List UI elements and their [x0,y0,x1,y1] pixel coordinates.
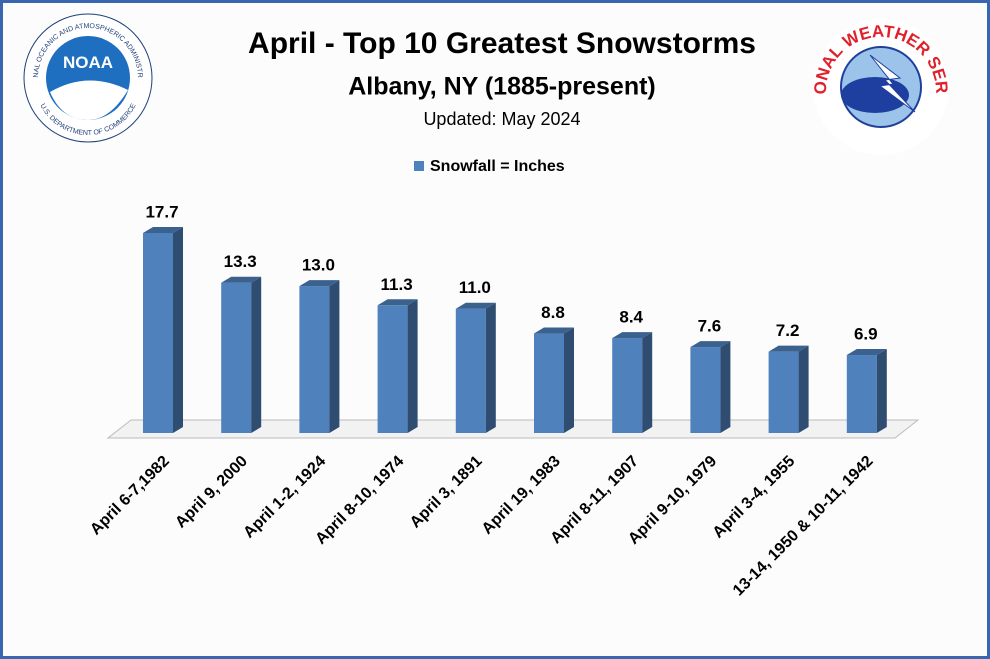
bar [768,345,809,433]
data-label: 13.0 [302,256,335,275]
bar-top [690,341,731,348]
bar-front [612,338,643,433]
bar-top [768,345,809,352]
legend-label: Snowfall = Inches [430,158,565,175]
data-label: 11.0 [459,278,491,297]
bar-front [377,305,408,433]
bar [846,349,887,433]
data-label: 7.6 [698,317,722,336]
noaa-name: NOAA [63,53,113,72]
bar-top [534,327,574,334]
bar-front [534,333,564,433]
bar-top [377,299,418,306]
bar [612,332,653,433]
bar-top [221,276,262,283]
bar-side [798,345,809,433]
chart-note: Updated: May 2024 [423,109,580,129]
bar [455,302,496,433]
bar-front [221,282,252,433]
data-label: 8.8 [541,303,565,322]
bar-side [251,276,262,433]
bar-side [485,302,496,433]
data-label: 13.3 [224,252,257,271]
bar-front [690,347,721,433]
data-label: 17.7 [145,202,178,221]
data-label: 11.3 [381,275,413,294]
bar [221,276,262,433]
data-label: 6.9 [854,325,878,344]
bar [534,327,574,433]
bar [690,341,731,433]
bar-side [720,341,731,433]
bar-top [143,226,183,233]
bar [299,280,340,433]
bar-side [407,299,418,433]
bar-top [612,332,653,339]
data-label: 8.4 [619,308,643,327]
chart-title: April - Top 10 Greatest Snowstorms [248,27,756,60]
chart-subtitle: Albany, NY (1885-present) [348,73,656,101]
bar-side [173,226,183,433]
bar-side [642,332,653,433]
bar-top [846,349,887,356]
bar-front [299,286,330,433]
bar-side [564,327,574,433]
bar-front [143,232,173,433]
bar-side [329,280,340,433]
bar-top [455,302,496,309]
bar-top [299,280,340,287]
bar-front [768,351,799,433]
bar-front [846,355,877,433]
bar-side [876,349,887,433]
legend-swatch [414,161,424,171]
bar-front [455,308,486,433]
bar [143,226,183,433]
data-label: 7.2 [776,321,800,340]
bar [377,299,418,433]
